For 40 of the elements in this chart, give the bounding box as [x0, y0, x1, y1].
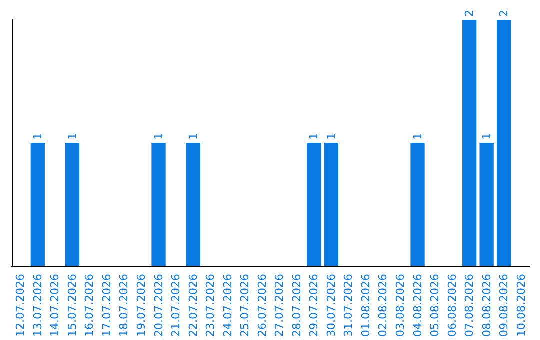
x-tick-label: 23.07.2026 [204, 274, 218, 338]
x-tick-label: 16.07.2026 [83, 274, 96, 338]
x-tick-label: 28.07.2026 [290, 274, 304, 338]
x-tick-label: 15.07.2026 [66, 274, 79, 338]
x-tick-label: 31.07.2026 [342, 274, 356, 338]
x-tick-label: 12.07.2026 [14, 274, 28, 338]
x-tick-label: 24.07.2026 [221, 274, 234, 338]
x-tick-label: 22.07.2026 [186, 274, 200, 338]
x-tick-label: 08.08.2026 [480, 274, 494, 338]
x-tick-label: 09.08.2026 [498, 274, 511, 338]
x-tick-label: 07.08.2026 [463, 274, 476, 338]
data-label: 1 [308, 133, 321, 140]
x-tick-label: 21.07.2026 [170, 274, 183, 338]
x-tick-label: 14.07.2026 [48, 274, 62, 338]
data-label: 1 [66, 133, 79, 140]
data-label: 1 [480, 133, 494, 140]
x-tick-label: 06.08.2026 [446, 274, 459, 338]
data-label: 1 [152, 133, 166, 140]
data-label: 2 [498, 10, 511, 17]
x-tick-label: 18.07.2026 [118, 274, 131, 338]
x-tick-label: 10.08.2026 [514, 274, 528, 338]
x-tick-label: 03.08.2026 [394, 274, 407, 338]
x-tick-label: 19.07.2026 [135, 274, 148, 338]
x-tick-label: 01.08.2026 [359, 274, 372, 338]
x-tick-label: 25.07.2026 [238, 274, 252, 338]
data-label: 1 [31, 133, 44, 140]
data-label: 2 [463, 10, 476, 17]
x-tick-label: 02.08.2026 [376, 274, 390, 338]
data-label: 1 [186, 133, 200, 140]
x-tick-label: 20.07.2026 [152, 274, 166, 338]
x-tick-label: 04.08.2026 [411, 274, 424, 338]
x-tick-label: 30.07.2026 [324, 274, 338, 338]
data-label: 1 [324, 133, 338, 140]
x-tick-label: 05.08.2026 [428, 274, 442, 338]
x-tick-label: 13.07.2026 [31, 274, 44, 338]
x-tick-label: 27.07.2026 [273, 274, 286, 338]
data-label: 1 [411, 133, 424, 140]
x-tick-label: 26.07.2026 [256, 274, 269, 338]
x-tick-label: 29.07.2026 [308, 274, 321, 338]
x-tick-label: 17.07.2026 [100, 274, 114, 338]
